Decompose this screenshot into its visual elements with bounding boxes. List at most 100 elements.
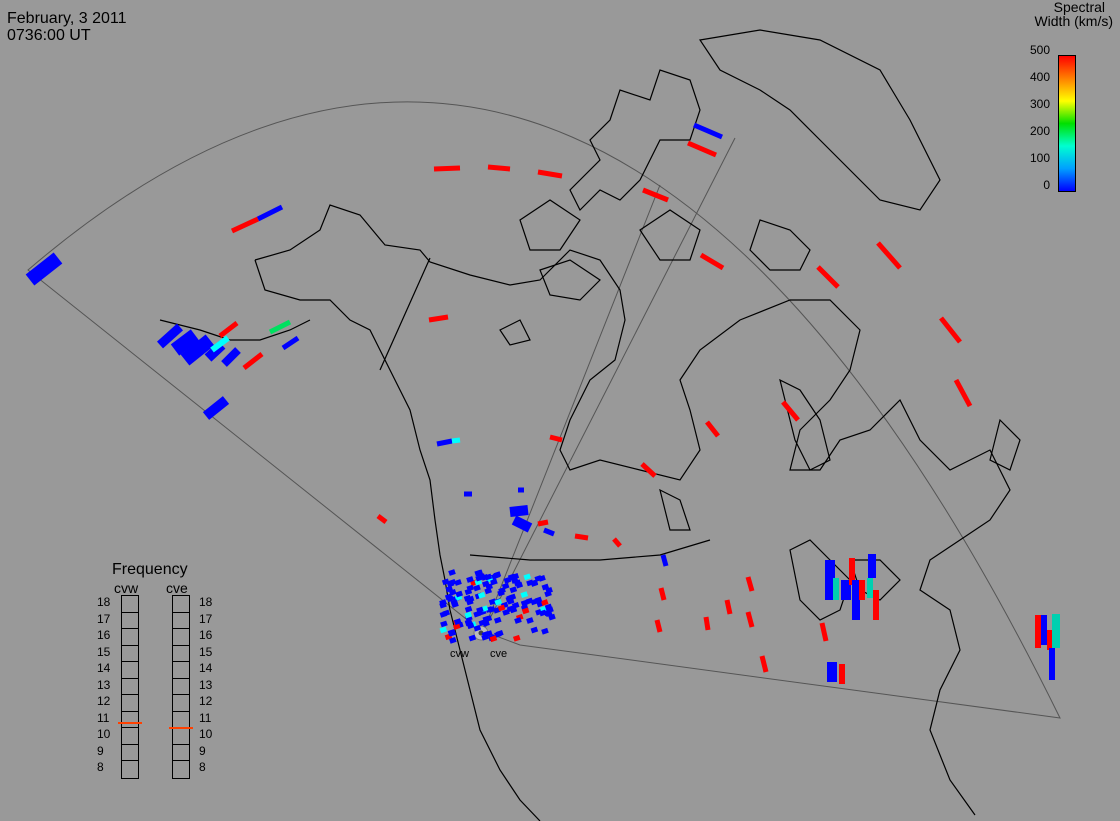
frequency-tick-label: 13 [97,677,111,692]
echo-segment [210,335,230,353]
echo-segment [433,165,461,172]
echo-segment [473,610,481,618]
echo-segment [781,400,800,422]
echo-segment [511,515,533,533]
colorbar-tick-label: 400 [1029,70,1050,84]
frequency-tick-label: 10 [97,727,111,741]
frequency-grid-line [121,677,138,679]
echo-segment [724,599,733,615]
echo-segment [953,378,973,408]
echo-segment [268,319,292,335]
echo-segment [485,583,493,591]
date-label: February, 3 2011 [7,10,127,27]
field-of-view-outline [27,101,1061,719]
frequency-grid-line [172,644,189,646]
frequency-grid-line [121,661,138,662]
echo-segment [454,594,463,601]
frequency-box-cvw [121,595,139,779]
echo-segment [515,613,524,621]
echo-segment [487,164,511,172]
echo-segment [501,582,510,590]
echo-segment [180,334,215,366]
colorbar-tick-label: 300 [1029,97,1050,111]
echo-segment [468,634,477,642]
frequency-grid-line [121,694,138,695]
frequency-indicator-cvw [118,721,142,724]
echo-segment [474,578,483,586]
echo-segment [202,396,230,420]
echo-segment [281,335,300,351]
echo-segment [493,616,502,624]
frequency-grid-line [172,677,189,679]
echo-segment [439,611,448,618]
frequency-grid-line [172,743,189,745]
echo-segment [497,604,506,612]
echo-segment [816,265,840,289]
echo-segment [513,579,522,587]
echo-segment [506,605,515,613]
frequency-grid-line [172,760,189,761]
frequency-tick-label: 9 [97,743,104,758]
frequency-tick-label: 17 [97,611,111,626]
echo-segment [466,576,474,583]
frequency-grid-line [172,710,189,712]
colorbar-tick-label: 0 [1043,178,1050,192]
frequency-tick-label: 14 [199,661,213,675]
colorbar-title-line1: Spectral [1053,0,1105,15]
echo-segment [693,122,723,140]
echo-segment [541,627,549,635]
echo-segment [534,575,543,582]
frequency-tick-label: 15 [97,644,111,659]
echo-segment [660,554,669,567]
echo-segment [503,576,512,584]
echo-segment [475,574,483,582]
echo-segment [450,599,459,607]
echo-segment [465,614,473,622]
echo-segment [476,606,484,614]
echo-segment [521,607,530,615]
echo-segment [492,572,501,579]
echo-segment [506,597,515,605]
freq-radar-name-cve: cve [166,580,188,596]
echo-segment [440,620,448,628]
echo-segment [487,606,496,613]
echo-segment [541,583,550,591]
frequency-tick-label: 14 [97,661,111,675]
echo-segment [511,602,520,609]
echo-segment [509,586,518,594]
echo-segment [642,187,669,203]
frequency-tick-label: 8 [199,760,206,774]
colorbar-strip [1058,55,1076,192]
echo-segment [466,622,475,630]
echo-segment [699,252,725,271]
echo-segment [574,533,589,541]
echo-segment [544,590,552,598]
echo-segment [496,629,504,637]
frequency-grid-line [172,694,189,695]
echo-segment [703,616,711,631]
echo-segment [448,579,457,586]
frequency-indicator-cve [169,726,193,729]
echo-segment [448,569,456,576]
echo-segment [502,608,510,616]
echo-segment [508,574,517,581]
frequency-title: Frequency [112,561,188,578]
frequency-tick-label: 10 [199,727,213,741]
coastlines [159,29,1021,821]
echo-segment [441,578,450,586]
echo-segment [439,599,447,606]
echo-segment [548,613,556,621]
colorbar-title-line2: Width (km/s) [1034,13,1113,29]
echo-segment [540,599,549,606]
frequency-box-cve [172,595,190,779]
echo-segment [939,316,962,344]
scatter-echoes [25,122,1060,684]
echo-segment [515,581,524,589]
echo-segment [454,579,462,586]
echo-segment [520,591,529,599]
echo-segment [759,655,769,673]
echo-segment [453,618,462,626]
echo-segment [477,591,486,599]
colorbar-tick-label: 100 [1029,151,1050,165]
echo-segment [474,569,482,577]
